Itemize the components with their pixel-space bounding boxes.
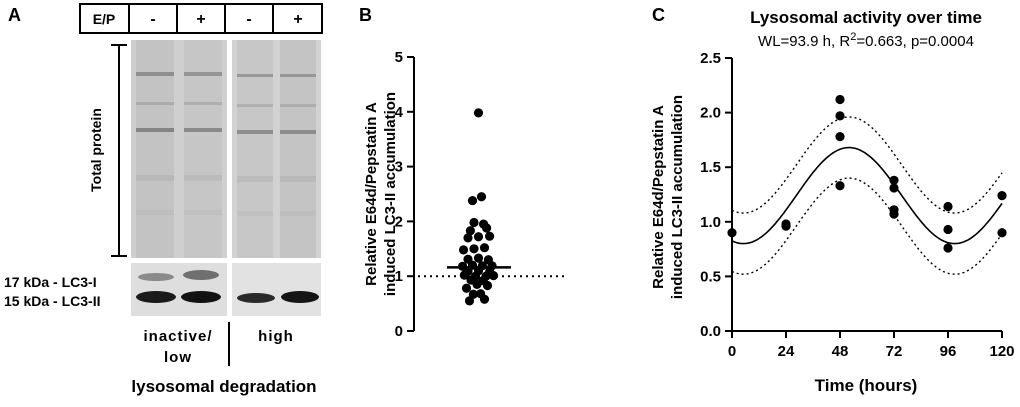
b-data-point xyxy=(463,254,473,264)
lc3-blot xyxy=(131,263,321,316)
c-data-point xyxy=(727,228,737,238)
header-plus-2: + xyxy=(293,11,302,28)
c-xtick-label: 96 xyxy=(940,343,957,360)
b-data-point xyxy=(469,217,479,228)
c-ytick-label: 1.5 xyxy=(700,159,721,176)
b-data-point xyxy=(465,226,475,236)
c-data-point xyxy=(943,224,953,235)
total-protein-label: Total protein xyxy=(88,108,104,192)
header-ep: E/P xyxy=(93,11,116,27)
b-data-point xyxy=(476,192,487,202)
c-fit-upper-band xyxy=(731,116,1003,214)
b-data-point xyxy=(469,244,479,254)
panel-c-letter: C xyxy=(652,5,665,25)
c-ylabel-line2: induced LC3-II accumulation xyxy=(669,95,686,299)
group-label-low-1: inactive/ xyxy=(143,328,212,345)
b-ytick-label: 4 xyxy=(395,104,404,121)
b-data-point xyxy=(467,195,478,206)
c-data-point xyxy=(781,219,791,229)
c-xtick-label: 0 xyxy=(728,343,736,360)
b-data-point xyxy=(463,233,473,243)
b-data-point xyxy=(479,219,489,229)
c-fit-curve xyxy=(731,146,1003,245)
b-data-point xyxy=(485,231,495,241)
header-minus-2: - xyxy=(246,11,251,28)
c-title: Lysosomal activity over time xyxy=(750,8,982,27)
b-ytick-label: 0 xyxy=(395,323,403,340)
b-ytick-label: 2 xyxy=(395,213,403,230)
b-ytick-label: 5 xyxy=(395,49,403,66)
group-label-high: high xyxy=(258,328,294,345)
b-data-point xyxy=(461,283,472,293)
c-subtitle-prefix: WL=93.9 h, R xyxy=(758,33,850,50)
chart-c: Lysosomal activity over time WL=93.9 h, R… xyxy=(650,8,1015,395)
b-data-point xyxy=(479,243,490,253)
c-data-point xyxy=(835,94,845,105)
c-ytick-label: 0.0 xyxy=(700,323,721,340)
panel-a-letter: A xyxy=(8,5,21,25)
total-protein-blot xyxy=(131,40,321,258)
c-ytick-label: 1.0 xyxy=(700,214,721,231)
b-data-point xyxy=(483,255,493,265)
c-ylabel-line1: Relative E64d/Pepstatin A xyxy=(650,105,667,289)
total-protein-bracket xyxy=(111,44,127,257)
b-ylabel-line2: induced LC3-II accumulation xyxy=(382,92,399,296)
c-subtitle: WL=93.9 h, R2=0.663, p=0.0004 xyxy=(758,31,974,50)
b-data-point xyxy=(473,253,484,263)
c-ytick-label: 2.0 xyxy=(700,105,721,122)
c-data-point xyxy=(889,175,899,185)
group-label-low-2: low xyxy=(164,349,192,366)
c-data-point xyxy=(889,209,899,219)
c-data-point xyxy=(889,183,899,193)
c-data-point xyxy=(997,228,1007,238)
b-ylabel-line1: Relative E64d/Pepstatin A xyxy=(363,102,380,286)
c-xtick-label: 120 xyxy=(989,343,1014,360)
c-xtick-label: 72 xyxy=(886,343,903,360)
header-minus-1: - xyxy=(150,11,155,28)
c-xtick-label: 24 xyxy=(778,343,795,360)
b-data-point xyxy=(476,289,486,299)
c-data-point xyxy=(835,132,845,142)
c-ytick-label: 0.5 xyxy=(700,268,721,285)
c-subtitle-sup: 2 xyxy=(850,31,856,43)
b-ytick-label: 3 xyxy=(395,159,403,176)
header-plus-1: + xyxy=(196,11,205,28)
band-label-lc3-ii: 15 kDa - LC3-II xyxy=(4,293,100,309)
b-data-point xyxy=(473,108,484,118)
panel-b-letter: B xyxy=(359,5,372,25)
c-subtitle-suffix: =0.663, p=0.0004 xyxy=(856,33,974,50)
c-data-point xyxy=(943,243,953,253)
c-data-point xyxy=(997,190,1007,201)
b-ytick-label: 1 xyxy=(395,268,403,285)
c-ytick-label: 2.5 xyxy=(700,50,721,67)
c-data-point xyxy=(835,181,845,191)
b-data-point xyxy=(468,289,478,299)
c-xlabel: Time (hours) xyxy=(815,376,918,395)
c-xtick-label: 48 xyxy=(832,343,849,360)
panel-a-footer: lysosomal degradation xyxy=(131,377,316,396)
c-data-point xyxy=(835,111,845,121)
c-data-point xyxy=(943,201,953,212)
ep-header-table: E/P - + - + xyxy=(79,3,323,34)
band-label-lc3-i: 17 kDa - LC3-I xyxy=(4,274,97,290)
b-data-point xyxy=(458,245,469,255)
b-data-point xyxy=(473,232,484,242)
